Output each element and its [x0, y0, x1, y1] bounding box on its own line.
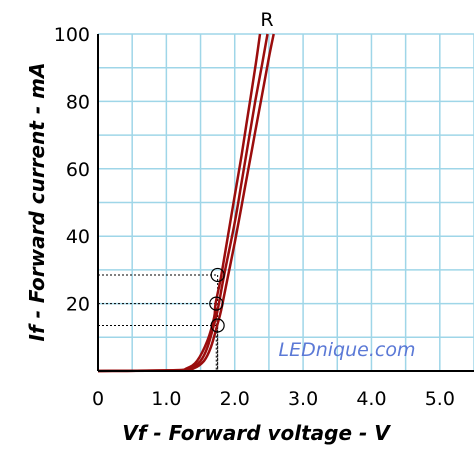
x-tick-label: 1.0	[151, 388, 181, 410]
grid	[98, 33, 474, 371]
operating-point-markers	[209, 267, 225, 333]
x-tick-label: 0	[92, 388, 104, 410]
operating-point-marker	[210, 318, 225, 333]
y-tick-labels: 20 40 60 80 100	[54, 24, 90, 316]
x-tick-label: 2.0	[220, 388, 250, 410]
y-tick-label: 80	[66, 91, 90, 113]
y-tick-label: 20	[66, 294, 90, 316]
series-curve	[97, 33, 262, 373]
operating-point-marker	[209, 296, 224, 311]
series-curve	[97, 33, 269, 373]
axes	[97, 34, 474, 372]
series-annotation: R	[260, 9, 273, 31]
y-tick-label: 40	[66, 226, 90, 248]
x-tick-label: 5.0	[425, 388, 455, 410]
y-tick-label: 100	[54, 24, 90, 46]
x-tick-label: 3.0	[288, 388, 318, 410]
x-axis-label: Vf - Forward voltage - V	[122, 421, 391, 445]
x-tick-labels: 0 1.0 2.0 3.0 4.0 5.0	[92, 388, 455, 410]
operating-point-marker	[210, 267, 225, 283]
series-curves	[97, 33, 275, 373]
y-tick-label: 60	[66, 159, 90, 181]
x-tick-label: 4.0	[356, 388, 386, 410]
series-curve	[97, 33, 275, 373]
watermark-text: LEDnique.com	[279, 339, 416, 361]
y-axis-label: If - Forward current - mA	[25, 63, 49, 342]
